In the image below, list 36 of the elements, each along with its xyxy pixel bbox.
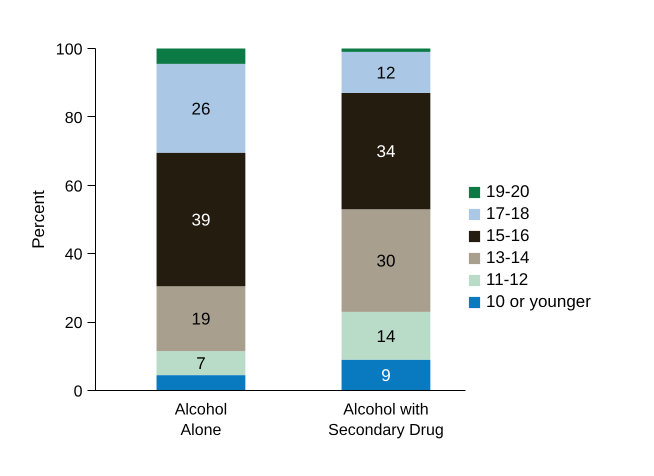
y-tick-label: 60 <box>64 178 83 196</box>
bar <box>342 360 430 390</box>
legend-label: 11-12 <box>486 270 528 290</box>
data-label: 9 <box>381 366 391 386</box>
legend-label: 17-18 <box>486 204 530 224</box>
bar <box>342 52 430 93</box>
x-tick-label: Alcohol Alone <box>174 402 228 439</box>
data-label: 12 <box>376 63 396 82</box>
legend-label: 19-20 <box>486 182 530 202</box>
x-tick-label: Alcohol with Secondary Drug <box>328 402 444 439</box>
legend-label: 15-16 <box>486 226 530 246</box>
data-label: 7 <box>196 354 206 374</box>
y-tick-label: 20 <box>64 315 83 332</box>
bar <box>342 209 430 312</box>
bar <box>342 312 430 360</box>
bar <box>156 351 246 376</box>
y-axis-title: Percent <box>28 190 48 249</box>
bar <box>156 152 246 286</box>
y-tick-label: 40 <box>64 246 83 264</box>
data-label: 14 <box>376 326 396 346</box>
bar <box>342 92 430 210</box>
data-label: 19 <box>191 310 210 329</box>
y-tick-label: 80 <box>64 110 83 127</box>
bar <box>156 286 246 352</box>
data-label: 26 <box>191 99 210 118</box>
data-label: 34 <box>376 142 396 162</box>
legend-label: 13-14 <box>486 248 530 268</box>
y-tick-label: 0 <box>74 384 83 400</box>
legend-label: 10 or younger <box>486 292 591 312</box>
bar <box>156 48 246 64</box>
y-tick-label: 100 <box>56 42 83 58</box>
bar <box>342 48 430 52</box>
data-label: 39 <box>191 210 210 230</box>
bar <box>156 64 246 153</box>
data-label: 30 <box>376 252 396 271</box>
bar <box>156 375 246 390</box>
